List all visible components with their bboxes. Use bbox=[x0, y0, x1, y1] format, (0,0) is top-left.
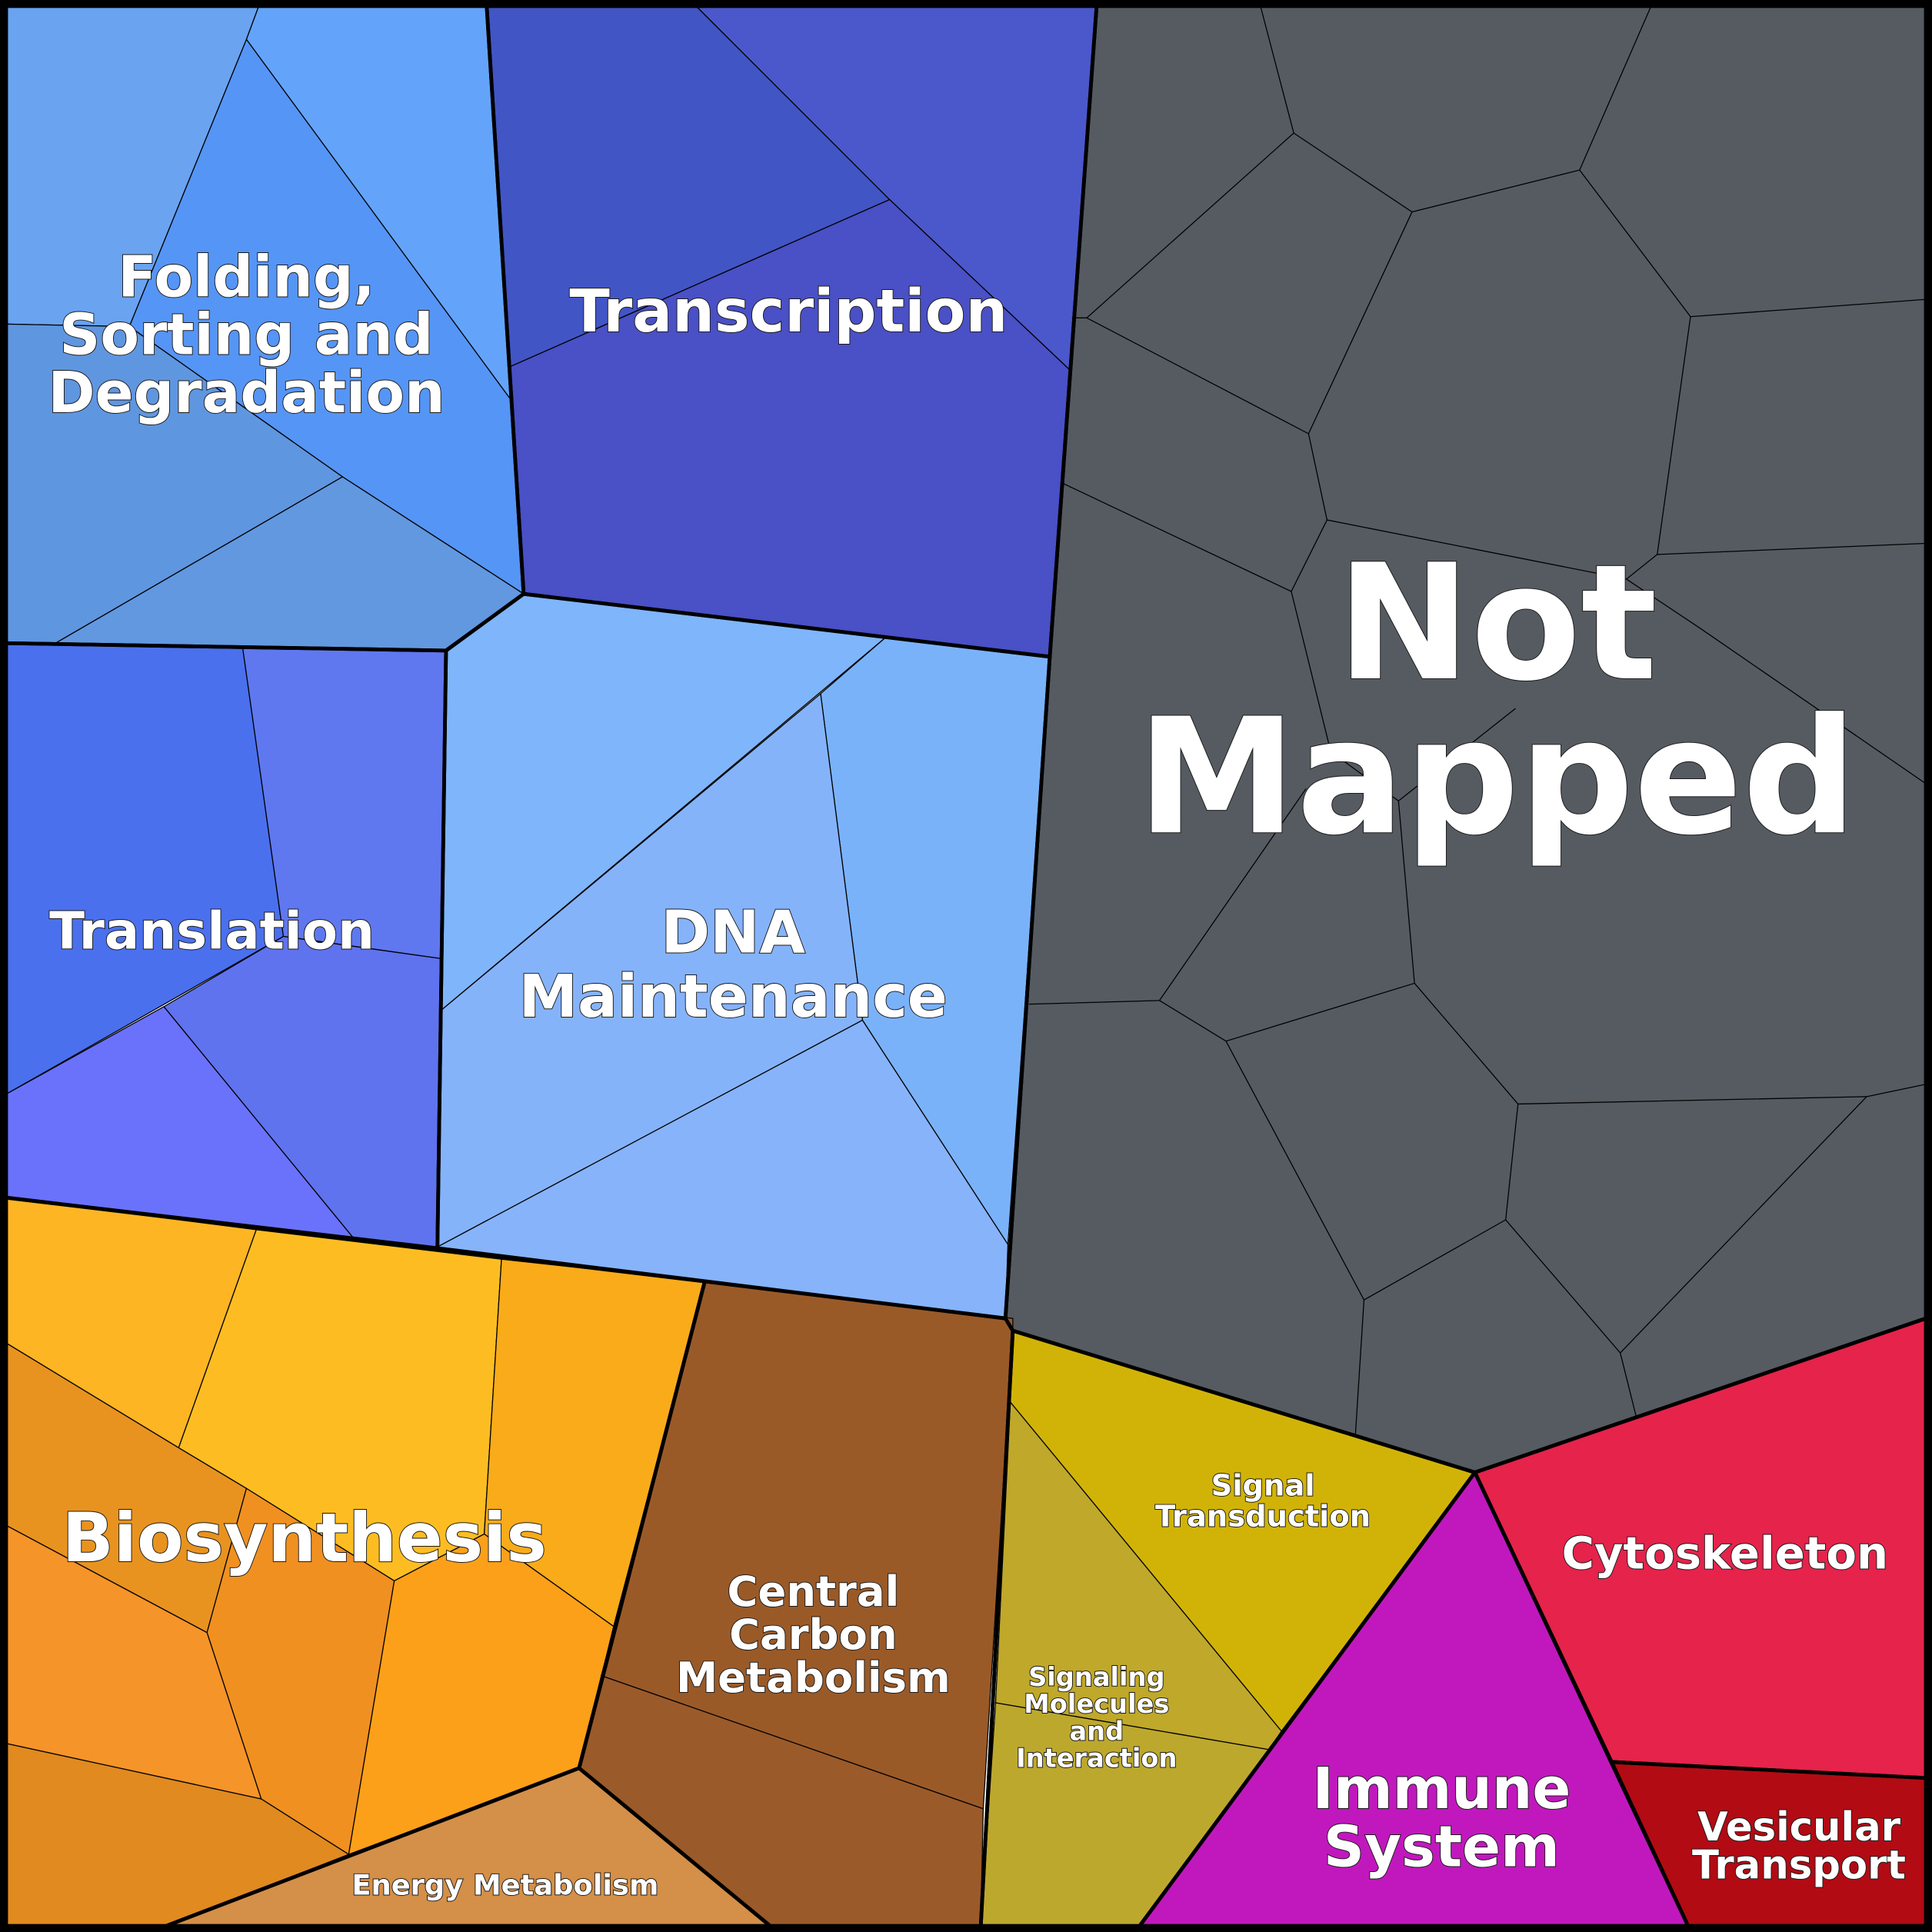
region-label: Transcription bbox=[569, 278, 1008, 346]
region-label: DNA Maintenance bbox=[519, 899, 948, 1031]
region-label: Signal Transduction bbox=[1155, 1468, 1371, 1534]
label-line: and bbox=[1069, 1716, 1124, 1746]
region-label: Cytoskeleton bbox=[1562, 1527, 1888, 1579]
label-line: System bbox=[1324, 1814, 1560, 1880]
label-line: Degradation bbox=[48, 361, 445, 426]
label-line: Metabolism bbox=[676, 1653, 951, 1702]
cell-edge bbox=[1397, 708, 1516, 801]
cell-edge bbox=[1354, 1300, 1365, 1436]
cell-edge bbox=[1225, 1041, 1519, 1301]
label-line: Maintenance bbox=[519, 963, 948, 1031]
label-line: Sorting and bbox=[59, 303, 433, 368]
region-label: Immune System bbox=[1312, 1757, 1571, 1880]
label-line: Not bbox=[1337, 531, 1657, 717]
label-line: Signal bbox=[1211, 1468, 1315, 1503]
label-line: Central bbox=[727, 1567, 899, 1616]
cell-edge bbox=[1620, 1352, 1637, 1417]
region-label: Energy Metabolism bbox=[351, 1868, 658, 1901]
region-label: Vesicular Transport bbox=[1692, 1804, 1906, 1889]
label-line: Signaling bbox=[1028, 1661, 1165, 1691]
label-line: Folding, bbox=[118, 245, 375, 310]
cell-edge bbox=[1626, 578, 1927, 784]
not-mapped-cell-lines bbox=[1028, 5, 1927, 1436]
label-line: Carbon bbox=[729, 1610, 898, 1659]
label-line: DNA bbox=[661, 899, 805, 968]
region-label: Central Carbon Metabolism bbox=[676, 1567, 951, 1702]
label-line: Translation bbox=[49, 901, 375, 961]
label-line: Cytoskeleton bbox=[1562, 1527, 1888, 1579]
label-line: Vesicular bbox=[1697, 1804, 1901, 1850]
label-line: Biosynthesis bbox=[62, 1498, 547, 1577]
labels: Folding, Sorting and Degradation Transcript… bbox=[47, 244, 1906, 1902]
label-line: Molecules bbox=[1024, 1689, 1169, 1719]
region-label: Folding, Sorting and Degradation bbox=[48, 245, 445, 426]
label-line: Interaction bbox=[1016, 1743, 1177, 1773]
label-line: Transcription bbox=[569, 278, 1008, 346]
label-line: Transduction bbox=[1155, 1499, 1371, 1534]
region-label: Signaling Molecules and Interaction bbox=[1016, 1661, 1177, 1773]
label-line: Transport bbox=[1692, 1843, 1906, 1889]
region-label: Biosynthesis bbox=[62, 1498, 547, 1577]
label-line: Mapped bbox=[1137, 685, 1857, 871]
cells bbox=[5, 5, 1927, 1927]
cell-edge bbox=[1307, 433, 1658, 580]
region-label: Not Mapped bbox=[1137, 531, 1857, 871]
label-line: Energy Metabolism bbox=[351, 1868, 658, 1901]
label-line: Immune bbox=[1312, 1757, 1571, 1822]
region-label: Translation bbox=[49, 901, 375, 961]
